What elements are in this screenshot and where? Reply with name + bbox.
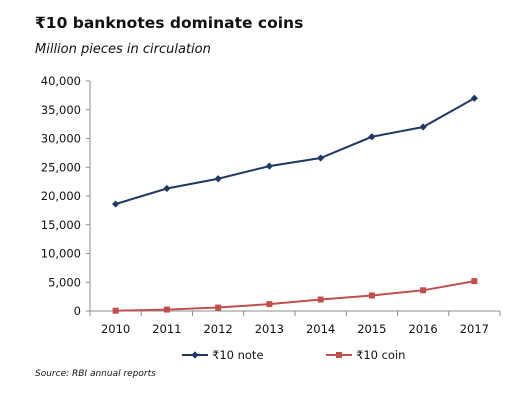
x-tick-label: 2014 bbox=[306, 322, 335, 336]
x-tick-labels: 2010 2011 2012 2013 2014 2015 2016 2017 bbox=[89, 311, 501, 336]
legend-label: ₹10 note bbox=[212, 348, 264, 362]
y-tick-label: 35,000 bbox=[41, 103, 81, 117]
x-tick-label: 2011 bbox=[152, 322, 181, 336]
series-group bbox=[112, 94, 478, 314]
series-line bbox=[115, 97, 475, 206]
series-line bbox=[115, 280, 475, 312]
x-tick-label: 2017 bbox=[460, 322, 489, 336]
legend: ₹10 note ₹10 coin bbox=[182, 348, 405, 362]
x-tick-label: 2013 bbox=[255, 322, 284, 336]
data-point bbox=[471, 278, 478, 285]
data-point bbox=[317, 154, 325, 162]
data-point bbox=[470, 94, 478, 102]
y-tick-label: 30,000 bbox=[41, 132, 81, 146]
series-coin bbox=[112, 278, 478, 314]
data-point bbox=[368, 292, 375, 299]
x-tick-label: 2010 bbox=[101, 322, 130, 336]
x-tick-label: 2012 bbox=[203, 322, 232, 336]
data-point bbox=[112, 200, 120, 208]
y-tick-label: 40,000 bbox=[41, 74, 81, 88]
data-point bbox=[317, 296, 324, 303]
data-point bbox=[215, 304, 222, 311]
legend-item: ₹10 note bbox=[182, 348, 264, 362]
legend-swatch-marker bbox=[191, 351, 199, 359]
y-tick-label: 5,000 bbox=[48, 275, 81, 289]
data-point bbox=[419, 123, 427, 131]
series-note bbox=[112, 94, 478, 208]
axes bbox=[89, 81, 500, 312]
chart-subtitle: Million pieces in circulation bbox=[35, 42, 211, 57]
source-note: Source: RBI annual reports bbox=[35, 369, 156, 379]
x-tick-label: 2016 bbox=[408, 322, 437, 336]
legend-item: ₹10 coin bbox=[326, 348, 405, 362]
data-point bbox=[163, 306, 170, 313]
y-tick-label: 15,000 bbox=[41, 218, 81, 232]
y-tick-labels: 0 5,000 10,000 15,000 20,000 25,000 30,000 35,0… bbox=[41, 74, 90, 318]
y-tick-label: 25,000 bbox=[41, 160, 81, 174]
data-point bbox=[214, 175, 222, 183]
legend-swatch-marker bbox=[336, 352, 342, 358]
data-point bbox=[265, 162, 273, 170]
y-tick-label: 0 bbox=[74, 304, 81, 318]
data-point bbox=[368, 133, 376, 141]
data-point bbox=[163, 184, 171, 193]
data-point bbox=[420, 287, 427, 294]
y-tick-label: 20,000 bbox=[41, 189, 81, 203]
data-point bbox=[266, 301, 273, 308]
chart-title: ₹10 banknotes dominate coins bbox=[35, 14, 304, 32]
legend-label: ₹10 coin bbox=[356, 348, 405, 362]
x-tick-label: 2015 bbox=[357, 322, 386, 336]
data-point bbox=[112, 307, 119, 314]
y-tick-label: 10,000 bbox=[41, 247, 81, 261]
